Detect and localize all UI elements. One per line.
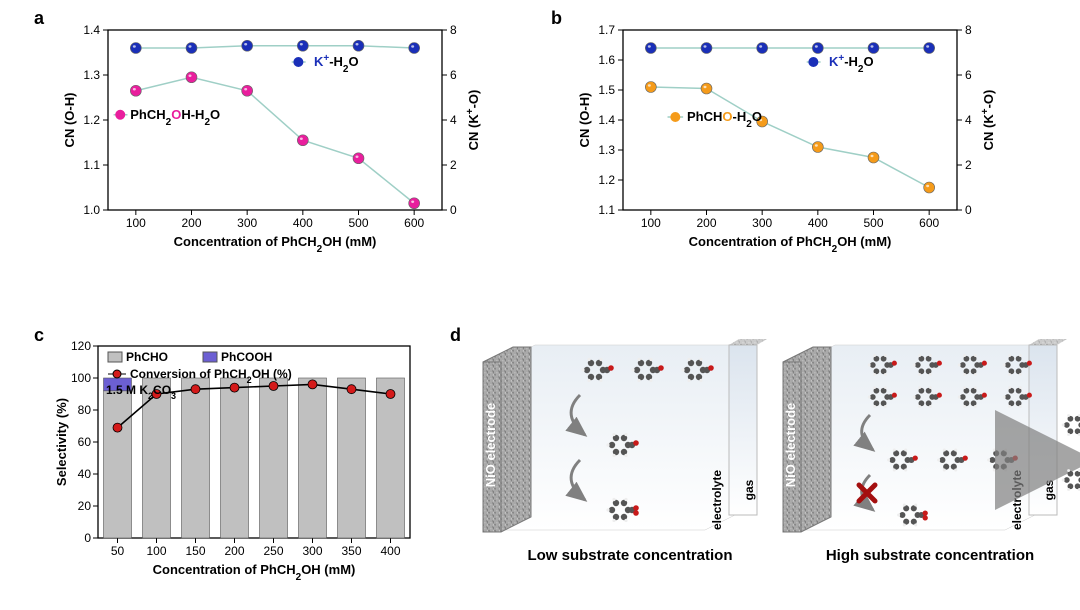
svg-text:0: 0 bbox=[965, 203, 972, 217]
svg-text:400: 400 bbox=[380, 544, 400, 558]
svg-text:6: 6 bbox=[450, 68, 457, 82]
svg-text:2: 2 bbox=[450, 158, 457, 172]
chart-a: 100 200 300 400 500 600 1.0 1.1 1.2 1.3 1.4 0 2 4 6 8 Co… bbox=[60, 22, 490, 252]
svg-text:20: 20 bbox=[78, 499, 92, 513]
svg-text:500: 500 bbox=[863, 216, 883, 230]
svg-text:Concentration of PhCH2OH (mM): Concentration of PhCH2OH (mM) bbox=[153, 562, 356, 583]
svg-text:8: 8 bbox=[965, 23, 972, 37]
svg-text:Concentration of PhCH2OH (mM): Concentration of PhCH2OH (mM) bbox=[689, 234, 892, 255]
svg-text:100: 100 bbox=[71, 371, 91, 385]
svg-text:CN (O-H): CN (O-H) bbox=[577, 93, 592, 148]
svg-text:1.4: 1.4 bbox=[83, 23, 100, 37]
svg-text:100: 100 bbox=[126, 216, 146, 230]
panel-d: NiO electrode gas electrolyte Low substrate… bbox=[460, 340, 1060, 600]
svg-text:300: 300 bbox=[302, 544, 322, 558]
svg-text:350: 350 bbox=[341, 544, 361, 558]
chart-b: 100 200 300 400 500 600 1.1 1.2 1.3 1.4 1.5 1.6 1.7 0… bbox=[575, 22, 1005, 252]
svg-text:PhCHO-H2O: PhCHO-H2O bbox=[687, 109, 762, 130]
svg-text:600: 600 bbox=[404, 216, 424, 230]
panel-b-label: b bbox=[551, 8, 562, 29]
svg-text:250: 250 bbox=[263, 544, 283, 558]
svg-text:1.5: 1.5 bbox=[598, 83, 615, 97]
svg-text:1.6: 1.6 bbox=[598, 53, 615, 67]
svg-text:NiO electrode: NiO electrode bbox=[783, 403, 798, 488]
svg-text:1.4: 1.4 bbox=[598, 113, 615, 127]
svg-text:1.1: 1.1 bbox=[83, 158, 100, 172]
panel-a-label: a bbox=[34, 8, 44, 29]
svg-text:400: 400 bbox=[293, 216, 313, 230]
svg-text:4: 4 bbox=[965, 113, 972, 127]
svg-text:gas: gas bbox=[1042, 479, 1056, 500]
svg-text:1.3: 1.3 bbox=[83, 68, 100, 82]
chart-c: 0 20 40 60 80 100 120 50 100 150 200 250 300 350 400 Ph… bbox=[52, 340, 422, 580]
svg-text:2: 2 bbox=[965, 158, 972, 172]
svg-text:PhCOOH: PhCOOH bbox=[221, 350, 272, 364]
svg-text:120: 120 bbox=[71, 339, 91, 353]
svg-text:CN (K+-O): CN (K+-O) bbox=[980, 90, 997, 151]
svg-text:0: 0 bbox=[84, 531, 91, 545]
svg-text:300: 300 bbox=[237, 216, 257, 230]
svg-text:PhCH2OH-H2O: PhCH2OH-H2O bbox=[130, 107, 220, 128]
svg-text:1.3: 1.3 bbox=[598, 143, 615, 157]
svg-text:1.7: 1.7 bbox=[598, 23, 615, 37]
svg-text:1.2: 1.2 bbox=[598, 173, 615, 187]
svg-text:PhCHO: PhCHO bbox=[126, 350, 168, 364]
svg-text:40: 40 bbox=[78, 467, 92, 481]
svg-text:200: 200 bbox=[181, 216, 201, 230]
svg-text:Concentration of PhCH2OH (mM): Concentration of PhCH2OH (mM) bbox=[174, 234, 377, 255]
svg-text:CN (K+-O): CN (K+-O) bbox=[465, 90, 482, 151]
svg-text:6: 6 bbox=[965, 68, 972, 82]
svg-text:1.2: 1.2 bbox=[83, 113, 100, 127]
svg-text:K+-H2O: K+-H2O bbox=[314, 53, 359, 75]
svg-text:8: 8 bbox=[450, 23, 457, 37]
svg-text:0: 0 bbox=[450, 203, 457, 217]
svg-text:4: 4 bbox=[450, 113, 457, 127]
svg-text:1.0: 1.0 bbox=[83, 203, 100, 217]
svg-text:200: 200 bbox=[224, 544, 244, 558]
svg-text:Selectivity (%): Selectivity (%) bbox=[54, 398, 69, 486]
svg-text:100: 100 bbox=[146, 544, 166, 558]
svg-text:80: 80 bbox=[78, 403, 92, 417]
svg-text:electrolyte: electrolyte bbox=[710, 470, 724, 530]
svg-text:150: 150 bbox=[185, 544, 205, 558]
svg-text:NiO electrode: NiO electrode bbox=[483, 403, 498, 488]
svg-text:400: 400 bbox=[808, 216, 828, 230]
svg-text:50: 50 bbox=[111, 544, 125, 558]
svg-text:500: 500 bbox=[348, 216, 368, 230]
svg-text:electrolyte: electrolyte bbox=[1010, 470, 1024, 530]
panel-c-label: c bbox=[34, 325, 44, 346]
svg-text:100: 100 bbox=[641, 216, 661, 230]
svg-text:60: 60 bbox=[78, 435, 92, 449]
svg-text:300: 300 bbox=[752, 216, 772, 230]
svg-text:Low substrate concentration: Low substrate concentration bbox=[527, 547, 732, 564]
svg-text:1.1: 1.1 bbox=[598, 203, 615, 217]
svg-text:200: 200 bbox=[696, 216, 716, 230]
svg-text:600: 600 bbox=[919, 216, 939, 230]
svg-text:K+-H2O: K+-H2O bbox=[829, 53, 874, 75]
svg-text:gas: gas bbox=[742, 479, 756, 500]
svg-text:CN (O-H): CN (O-H) bbox=[62, 93, 77, 148]
svg-text:High substrate concentration: High substrate concentration bbox=[826, 547, 1034, 564]
